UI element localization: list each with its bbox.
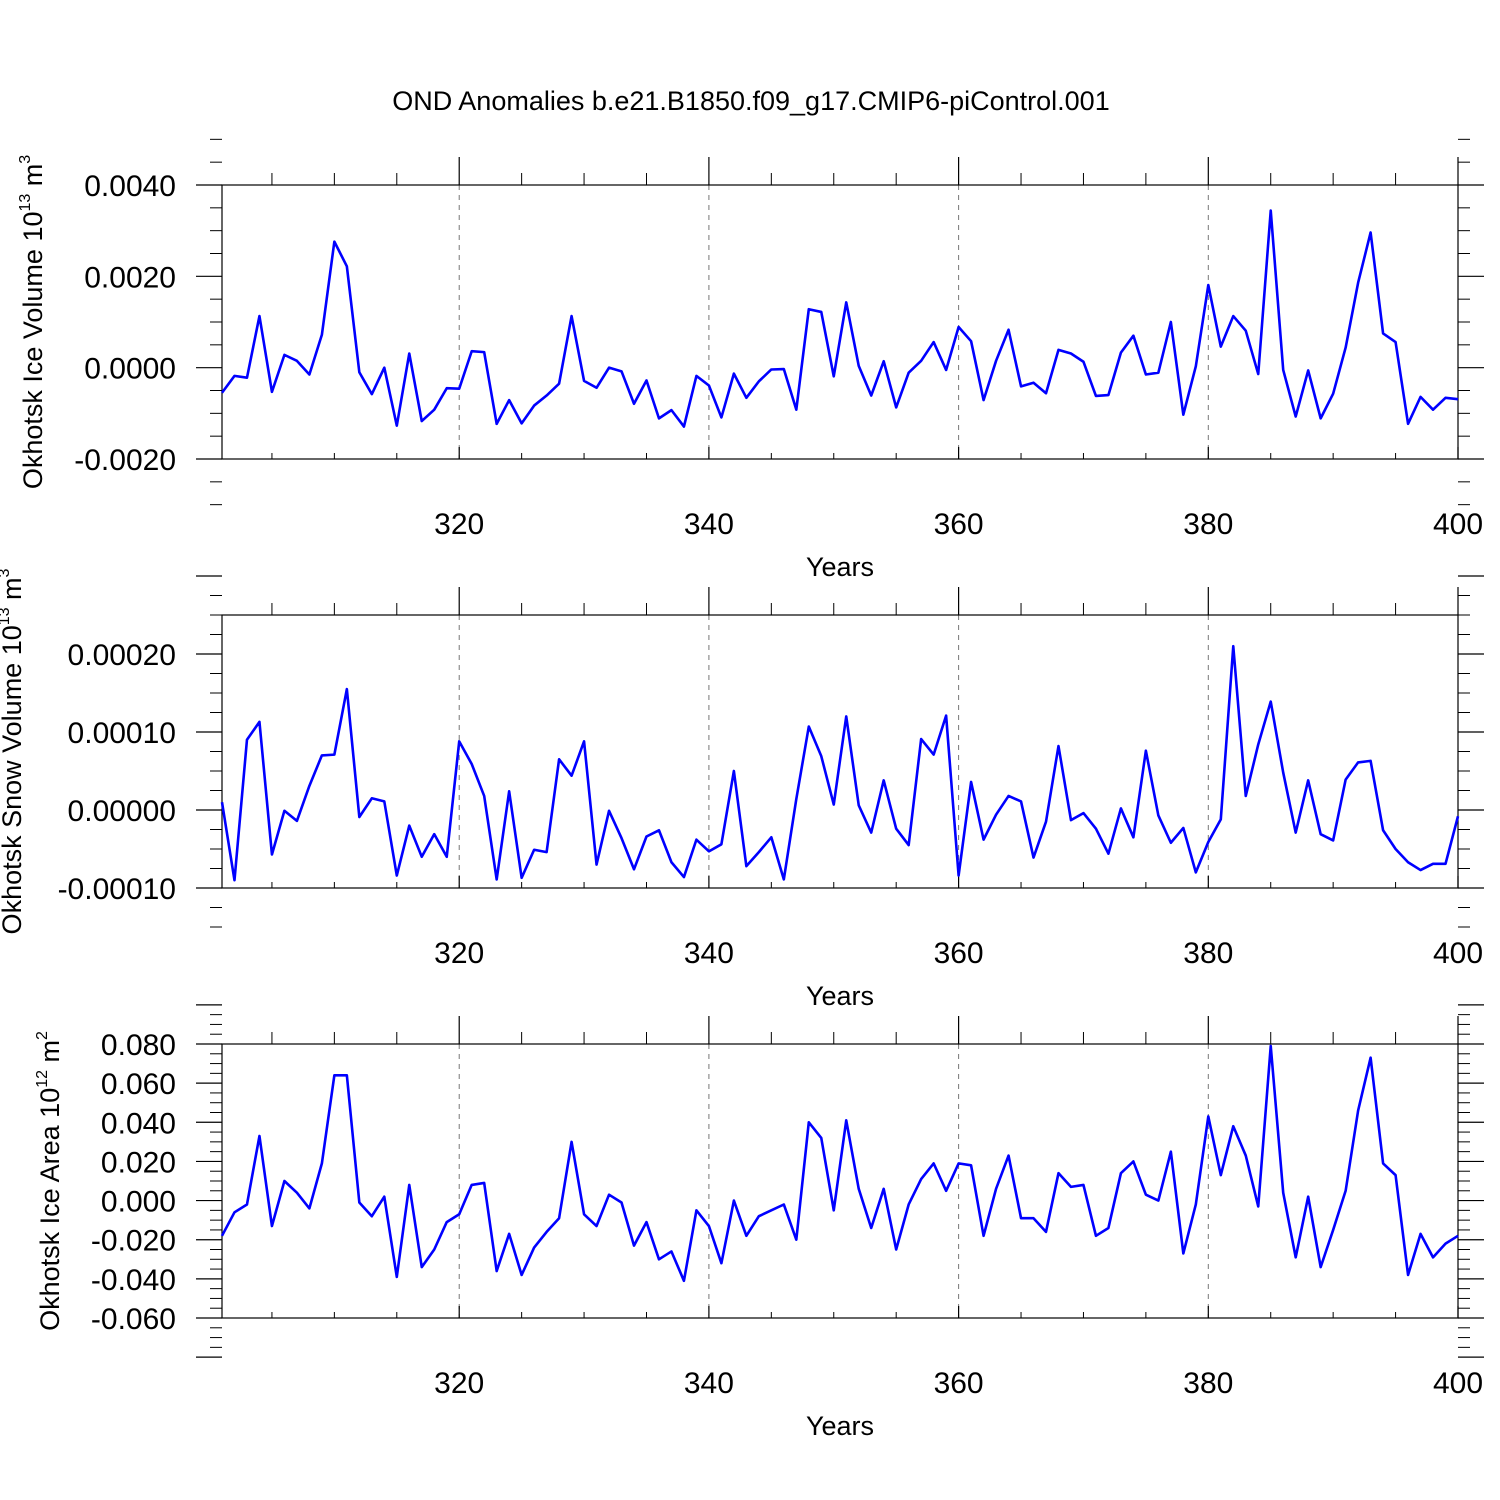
x-tick-label: 400 (1433, 1367, 1483, 1400)
x-tick-label: 360 (934, 1367, 984, 1400)
x-tick-label: 340 (684, 1367, 734, 1400)
x-axis-label: Years (806, 981, 874, 1011)
panel-1: 320 340 360 380 400 -0.0020 0.0000 0.0020 0.0040… (17, 138, 1484, 582)
series-line (220, 644, 1460, 882)
series-line (220, 1044, 1459, 1283)
x-axis-label: Years (806, 552, 874, 582)
y-tick-label: 0.000 (101, 1186, 176, 1219)
y-tick-label: -0.040 (91, 1264, 176, 1297)
y-tick-label: -0.020 (91, 1225, 176, 1258)
panels: 320 340 360 380 400 -0.0020 0.0000 0.0020 0.0040… (0, 138, 1484, 1441)
figure-title: OND Anomalies b.e21.B1850.f09_g17.CMIP6-… (392, 86, 1109, 116)
plot-frame (221, 614, 1459, 889)
y-tick-label: 0.0040 (84, 170, 176, 203)
x-tick-label: 340 (684, 508, 734, 541)
x-tick-label: 400 (1433, 508, 1483, 541)
series-line (220, 209, 1459, 428)
x-tick-label: 400 (1433, 937, 1483, 970)
y-axis-label: Okhotsk Ice Area 1012 m2 (34, 1031, 65, 1331)
y-tick-label: 0.040 (101, 1107, 176, 1140)
y-tick-label: 0.00010 (68, 717, 176, 750)
panel-2: 320 340 360 380 400 -0.00010 0.00000 0.00010 0.0… (0, 568, 1484, 1011)
y-tick-label: -0.060 (91, 1303, 176, 1336)
x-axis-label: Years (806, 1411, 874, 1441)
x-tick-label: 360 (934, 508, 984, 541)
y-tick-label: 0.00020 (68, 639, 176, 672)
y-tick-label: 0.00000 (68, 795, 176, 828)
x-tick-label: 320 (434, 508, 484, 541)
y-tick-label: 0.0020 (84, 261, 176, 294)
x-tick-label: 360 (934, 937, 984, 970)
plot-frame (221, 184, 1459, 460)
panel-3: 320 340 360 380 400 -0.060 -0.040 -0.020 0.000 0.… (34, 1004, 1484, 1441)
y-tick-label: 0.060 (101, 1068, 176, 1101)
x-tick-label: 320 (434, 1367, 484, 1400)
x-tick-label: 380 (1183, 937, 1233, 970)
y-tick-label: 0.0000 (84, 353, 176, 386)
x-tick-label: 380 (1183, 508, 1233, 541)
plot-frame (221, 1043, 1459, 1319)
y-tick-label: -0.0020 (74, 444, 176, 477)
y-tick-label: 0.020 (101, 1146, 176, 1179)
x-tick-label: 320 (434, 937, 484, 970)
y-tick-label: 0.080 (101, 1029, 176, 1062)
y-axis-label: Okhotsk Snow Volume 1013 m3 (0, 568, 27, 934)
x-tick-label: 380 (1183, 1367, 1233, 1400)
y-axis-label: Okhotsk Ice Volume 1013 m3 (17, 155, 48, 489)
y-tick-label: -0.00010 (58, 873, 176, 906)
x-tick-label: 340 (684, 937, 734, 970)
